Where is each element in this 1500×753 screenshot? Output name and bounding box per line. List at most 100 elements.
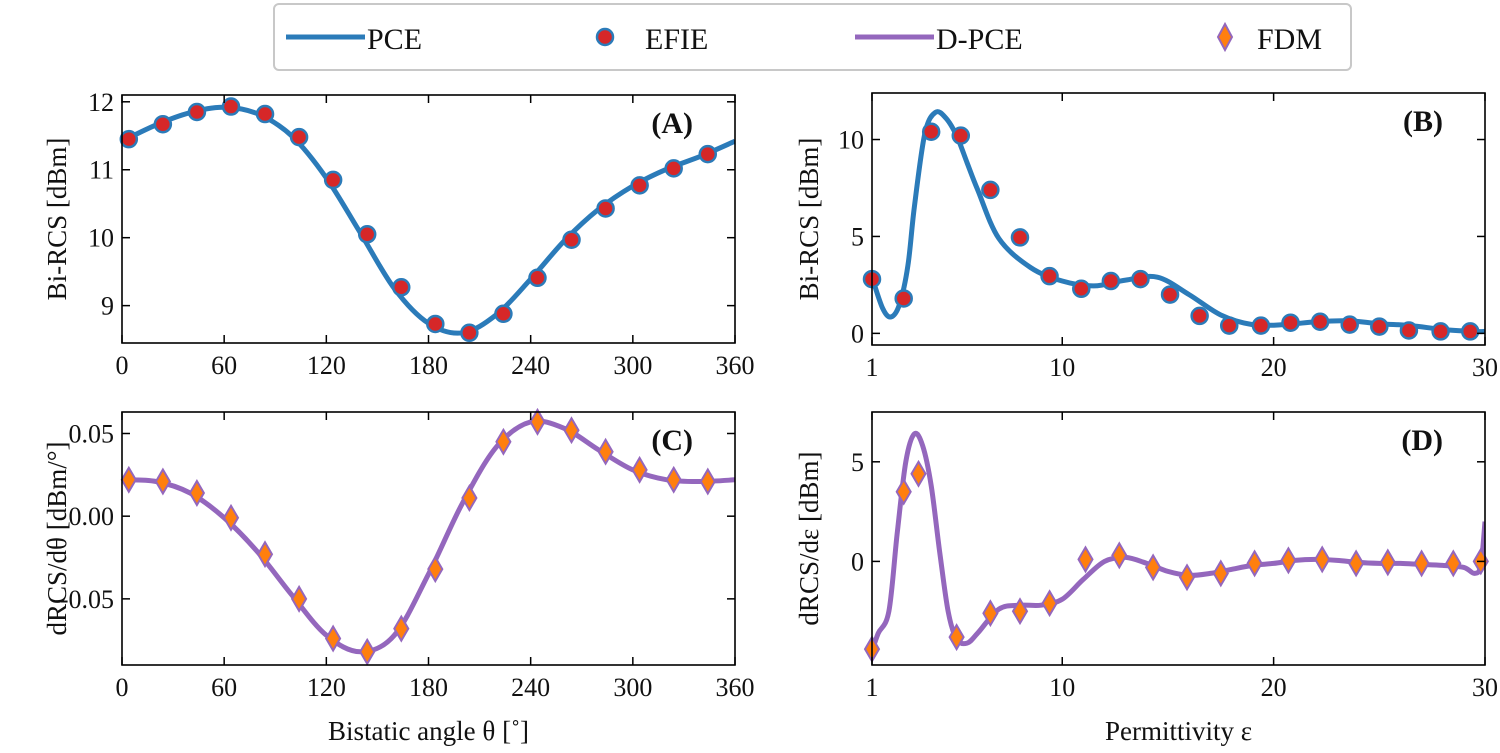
efie-point [289,127,309,147]
axes-frame [871,411,1486,666]
y-tick-label: 0 [851,319,864,348]
x-tick-label: 30 [1472,353,1498,382]
y-tick-label: 11 [89,156,114,185]
efie-point [1072,279,1091,299]
series-line-pce [872,109,1485,335]
x-tick-label: 300 [613,673,652,702]
efie-point [630,176,649,195]
efie-point [596,199,615,218]
efie-point [426,314,445,334]
fdm-point [699,467,716,496]
efie-point [221,97,241,116]
efie-point [1399,321,1419,340]
panel-tag: (A) [651,107,693,140]
fdm-point [1144,553,1162,582]
efie-point [1040,266,1059,286]
x-tick-label: 180 [409,351,448,380]
x-tick-label: 60 [211,673,237,702]
fdm-point [1246,549,1263,578]
fdm-point [910,459,927,488]
panel-a: 0 60 120 180 240 300 360 9 10 11 12 (A) Bi-RCS [dBm] [42,88,755,380]
legend-label-dpce: D-PCE [936,23,1023,56]
fdm-point [1445,549,1462,578]
y-axis-label: Bi-RCS [dBm] [42,138,72,301]
axes-frame [121,94,736,344]
y-tick-label: 5 [851,448,864,477]
fdm-point [1212,559,1229,588]
series-line-d-pce [872,430,1485,652]
panel-c: 0 60 120 180 240 300 360 -0.05 0.00 0.05 (C) dRCS/d… [42,407,755,746]
x-tick-label: 10 [1049,353,1075,382]
axes-frame [121,411,736,666]
axes-frame [871,92,1486,346]
series-line-d-pce [122,418,735,655]
efie-point [981,180,1000,200]
efie-point [1160,285,1180,304]
fdm-point [154,467,172,496]
x-tick-label: 20 [1261,673,1287,702]
fdm-point [1077,545,1094,574]
x-tick-label: 1 [866,673,879,702]
legend-swatch-fdm [1216,21,1234,53]
efie-point [494,304,513,324]
fdm-point [461,484,478,512]
y-tick-label: 5 [851,222,864,251]
efie-point [323,170,343,190]
fdm-point [120,465,137,494]
efie-point [153,114,173,134]
y-tick-label: 12 [88,88,114,117]
efie-point [562,230,581,249]
efie-point [1131,269,1150,289]
x-axis-label: Bistatic angle θ [˚] [328,716,529,746]
legend-label-fdm: FDM [1257,23,1322,56]
panel-tag: (B) [1403,105,1443,138]
x-axis-label: Permittivity ε [1105,716,1252,746]
x-tick-label: 20 [1261,353,1287,382]
y-tick-label: 0 [851,547,864,576]
panel-tag: (D) [1401,424,1443,457]
fdm-point [1379,548,1396,577]
x-tick-label: 10 [1049,673,1075,702]
efie-point [255,104,275,124]
panel-tag: (C) [651,424,693,457]
legend-label-efie: EFIE [645,23,708,56]
efie-point [894,289,913,308]
efie-point [1251,316,1271,335]
fdm-point [665,465,682,494]
efie-point [392,278,411,297]
x-tick-label: 120 [307,673,346,702]
efie-point [664,159,683,178]
fdm-point [324,624,342,653]
fdm-point [290,584,308,613]
fdm-point [359,637,376,666]
efie-point [1340,315,1359,334]
panel-d: 1 10 20 30 0 5 (D) dRCS/dε [dBm] Permittivity ε [794,411,1498,746]
fdm-point [222,503,240,532]
efie-point [951,126,971,145]
efie-point [1281,313,1300,332]
fdm-point [393,614,410,643]
fdm-point [597,437,614,466]
legend-swatch-efie [595,27,615,47]
fdm-point [427,555,444,584]
efie-point [1190,306,1209,326]
fdm-point [1178,563,1196,592]
efie-point [187,102,207,122]
legend-label-pce: PCE [367,23,422,56]
efie-point [1010,228,1030,247]
fdm-point [631,455,648,484]
efie-point [119,129,139,149]
x-tick-label: 240 [511,673,550,702]
efie-point [1310,312,1330,331]
fdm-point [495,427,512,456]
fdm-point [1011,597,1029,626]
efie-point [698,144,718,164]
efie-point [460,323,479,343]
efie-point [1101,271,1121,291]
y-tick-label: -0.05 [60,585,114,614]
x-tick-label: 120 [307,351,346,380]
y-axis-label: dRCS/dθ [dBm/°] [42,441,72,635]
fdm-point [1314,545,1331,574]
fdm-point [529,407,546,436]
efie-point [1370,317,1389,336]
